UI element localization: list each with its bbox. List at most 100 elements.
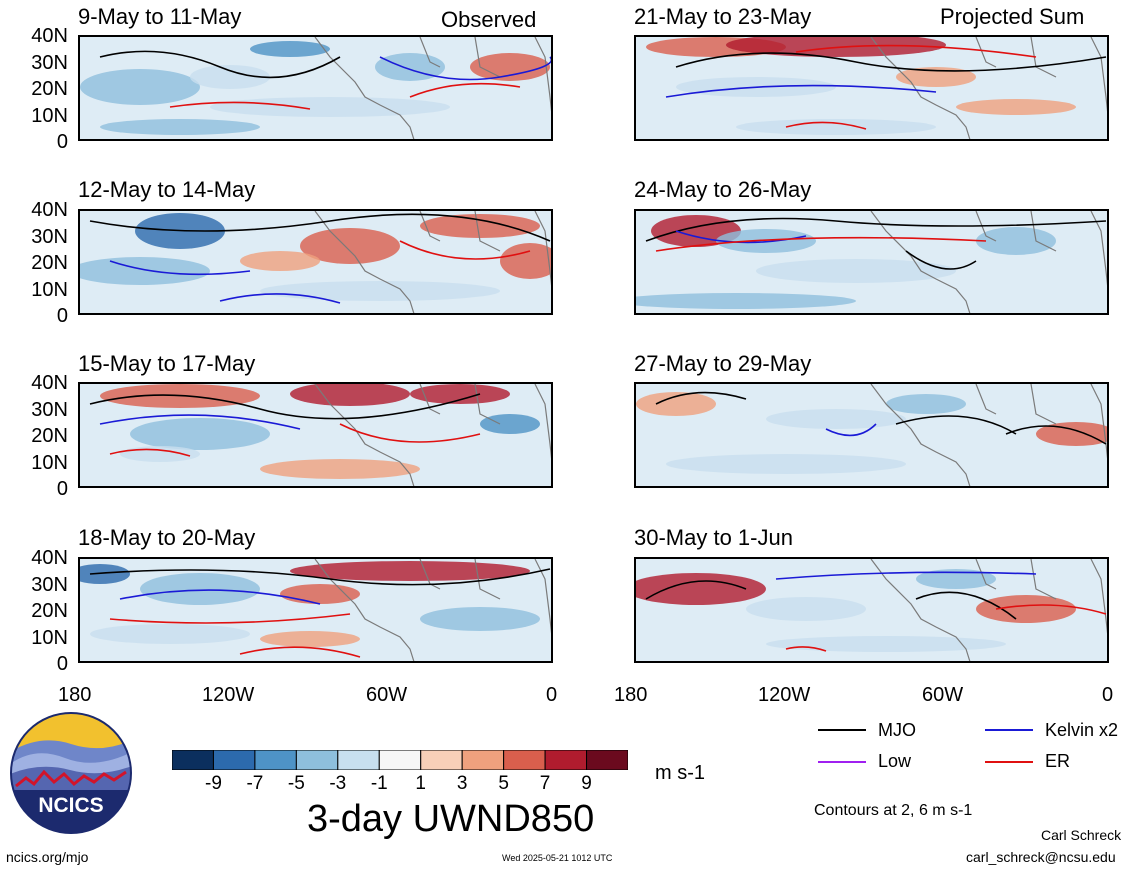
footer-email[interactable]: carl_schreck@ncsu.edu (966, 849, 1116, 865)
colorbar-swatch (503, 749, 546, 771)
legend-label-mjo: MJO (878, 720, 916, 740)
y-tick-label: 40N (31, 25, 68, 47)
anomaly-shading (90, 624, 250, 644)
colorbar-swatch (586, 749, 629, 771)
colorbar-swatch (420, 749, 463, 771)
anomaly-shading (766, 636, 1006, 652)
anomaly-shading (280, 584, 360, 604)
coastline (314, 211, 551, 313)
y-tick-label: 0 (56, 653, 68, 675)
contour-line (655, 391, 747, 405)
coastline (314, 37, 551, 139)
y-tick-label: 0 (56, 305, 68, 327)
colorbar-label: -9 (205, 773, 222, 794)
anomaly-shading (410, 384, 510, 404)
colorbar-swatch (171, 749, 214, 771)
colorbar-label: 7 (539, 773, 551, 794)
contour-line (399, 240, 531, 260)
anomaly-map (636, 37, 1107, 139)
anomaly-shading (260, 281, 500, 301)
y-tick-label: 0 (56, 478, 68, 500)
colorbar-swatch (337, 749, 380, 771)
anomaly-shading (636, 293, 856, 309)
x-tick-right-180: 180 (614, 684, 648, 706)
panel-title: 27-May to 29-May (634, 351, 812, 376)
colorbar-swatch (461, 749, 505, 771)
anomaly-shading (736, 119, 936, 135)
y-tick-label: 40N (31, 199, 68, 221)
contour-line (109, 260, 251, 276)
legend-label-er: ER (1045, 751, 1071, 771)
x-tick-right-0: 0 (1102, 684, 1114, 706)
anomaly-shading (636, 573, 766, 605)
panel-title: 12-May to 14-May (78, 177, 256, 202)
y-tick-label: 30N (31, 225, 68, 248)
anomaly-shading (976, 227, 1056, 255)
anomaly-shading (140, 573, 260, 605)
contour-line (785, 121, 867, 130)
anomaly-shading (290, 561, 530, 581)
anomaly-shading (80, 69, 200, 105)
colorbar-swatches (171, 749, 629, 771)
y-tick-label: 20N (31, 600, 68, 622)
contour-line (219, 293, 341, 304)
y-tick-label: 40N (31, 547, 68, 569)
footer-url[interactable]: ncics.org/mjo (6, 849, 89, 865)
y-tick-label: 10N (31, 104, 68, 127)
contour-line (339, 423, 481, 443)
anomaly-shading (976, 595, 1076, 623)
legend-label-low: Low (878, 751, 912, 771)
anomaly-map (80, 211, 551, 313)
anomaly-shading (886, 394, 966, 414)
anomaly-shading (250, 41, 330, 57)
colorbar-label: -1 (370, 773, 388, 794)
observed-label: Observed (441, 7, 537, 32)
anomaly-shading (240, 251, 320, 271)
colorbar-label: 5 (498, 773, 509, 794)
contour-line (379, 56, 551, 81)
colorbar-swatch (212, 749, 256, 771)
contour-line (775, 571, 1037, 580)
ncics-logo: NCICS (10, 712, 132, 834)
panel-title: 18-May to 20-May (78, 525, 256, 550)
colorbar-label: -5 (287, 773, 305, 794)
map-panel (78, 209, 553, 315)
x-tick-left-60w: 60W (366, 684, 408, 706)
anomaly-shading (80, 257, 210, 285)
coastline (870, 384, 1107, 486)
legend-label-kelvin: Kelvin x2 (1045, 720, 1119, 740)
anomaly-map (80, 559, 551, 661)
footer-timestamp: Wed 2025-05-21 1012 UTC (502, 853, 613, 863)
contour-line (239, 646, 361, 658)
colorbar-swatch (544, 749, 588, 771)
map-panel (78, 557, 553, 663)
contour-line (785, 646, 827, 652)
anomaly-shading (80, 564, 130, 584)
anomaly-shading (300, 228, 400, 264)
contour-line (109, 613, 351, 624)
contour-line (99, 50, 341, 79)
colorbar-label: -3 (329, 773, 347, 794)
contour-line (995, 604, 1107, 615)
anomaly-shading (130, 418, 270, 450)
colorbar-units: m s-1 (655, 762, 705, 784)
y-tick-label: 30N (31, 398, 68, 421)
contour-line (645, 217, 1107, 242)
anomaly-shading (420, 214, 540, 238)
anomaly-shading (500, 243, 551, 279)
coastline (870, 211, 1107, 313)
y-tick-label: 20N (31, 78, 68, 100)
contour-line (675, 52, 1107, 72)
x-tick-right-60w: 60W (922, 684, 964, 706)
colorbar-swatch (295, 749, 339, 771)
map-panel (634, 35, 1109, 141)
y-tick-label: 20N (31, 252, 68, 274)
contour-line (169, 101, 311, 110)
y-tick-label: 30N (31, 573, 68, 596)
anomaly-shading (120, 446, 200, 462)
x-tick-left-180: 180 (58, 684, 92, 706)
anomaly-shading (896, 67, 976, 87)
coastline (870, 37, 1107, 139)
colorbar-label: 9 (581, 773, 592, 794)
contour-line (89, 213, 551, 242)
